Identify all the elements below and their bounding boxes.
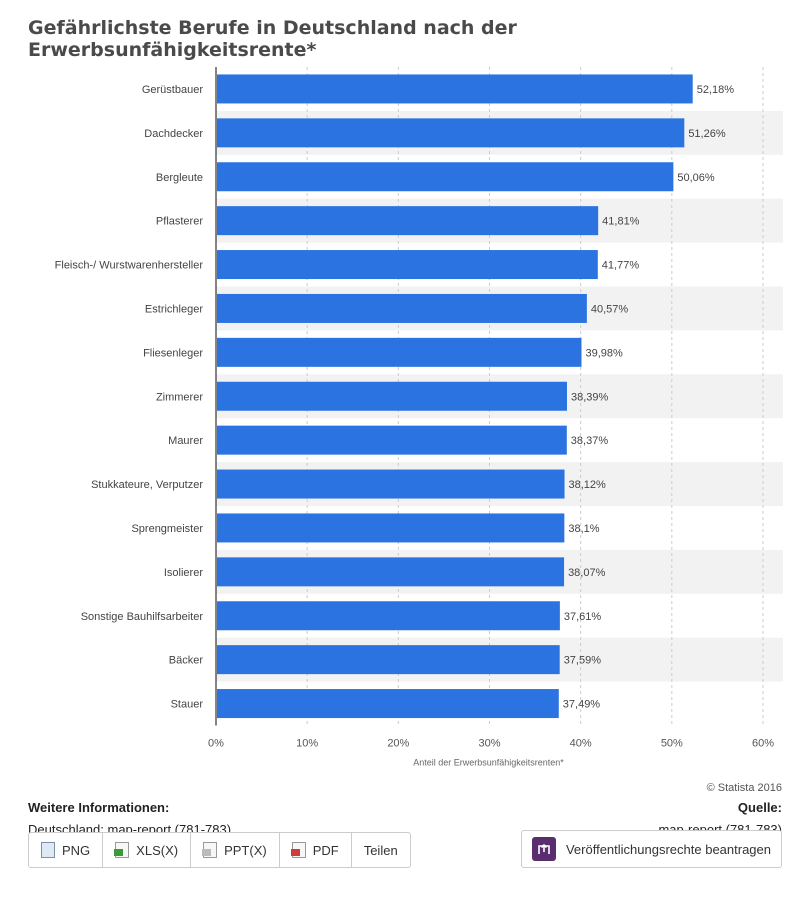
- category-label: Maurer: [168, 435, 203, 447]
- value-label: 38,37%: [571, 435, 609, 447]
- bar-chart: 0% 10% 20% 30% 40% 50% 60% Gerüstbauer 52,18% Dac…: [55, 67, 783, 768]
- bar: [217, 425, 567, 455]
- x-tick-label: 60%: [752, 738, 774, 750]
- category-label: Stukkateure, Verputzer: [91, 479, 203, 491]
- x-tick-label: 30%: [478, 738, 500, 750]
- category-label: Sprengmeister: [131, 523, 203, 535]
- bar: [217, 74, 693, 104]
- category-label: Estrichleger: [145, 303, 203, 315]
- pdf-label: PDF: [312, 842, 339, 858]
- xls-label: XLS(X): [136, 842, 179, 858]
- xls-file-icon: [114, 842, 130, 858]
- value-label: 41,77%: [602, 260, 640, 272]
- copyright: © Statista 2016: [706, 782, 782, 794]
- category-label: Dachdecker: [144, 128, 203, 140]
- category-label: Bäcker: [169, 655, 204, 667]
- value-label: 38,12%: [569, 479, 607, 491]
- share-label: Teilen: [363, 842, 398, 858]
- category-label: Isolierer: [164, 567, 203, 579]
- download-toolbar: PNG XLS(X) PPT(X) PDF Teilen: [28, 832, 411, 868]
- publication-rights-label: Veröffentlichungsrechte beantragen: [565, 841, 771, 857]
- value-label: 50,06%: [677, 172, 715, 184]
- category-label: Stauer: [171, 699, 204, 711]
- source-heading: Quelle:: [737, 800, 782, 815]
- pdf-file-icon: [290, 842, 306, 858]
- category-label: Pflasterer: [156, 216, 203, 228]
- value-label: 38,1%: [568, 523, 599, 535]
- bar: [217, 162, 674, 192]
- category-label: Bergleute: [156, 172, 203, 184]
- publication-rights-button[interactable]: Veröffentlichungsrechte beantragen: [520, 830, 782, 868]
- bar: [217, 689, 559, 719]
- x-tick-label: 40%: [570, 738, 592, 750]
- value-label: 37,59%: [564, 655, 602, 667]
- bar: [217, 118, 685, 148]
- bar: [217, 469, 565, 499]
- value-label: 37,61%: [564, 611, 602, 623]
- ppt-button[interactable]: PPT(X): [191, 833, 280, 867]
- value-label: 52,18%: [697, 84, 735, 96]
- png-label: PNG: [62, 842, 91, 858]
- bar: [217, 381, 567, 411]
- ppt-label: PPT(X): [224, 842, 267, 858]
- category-label: Fleisch-/ Wurstwarenhersteller: [55, 260, 204, 272]
- share-button[interactable]: Teilen: [352, 833, 410, 867]
- x-tick-label: 20%: [387, 738, 409, 750]
- category-label: Fliesenleger: [143, 347, 203, 359]
- x-tick-label: 50%: [661, 738, 683, 750]
- category-label: Zimmerer: [156, 391, 203, 403]
- value-label: 37,49%: [563, 699, 601, 711]
- value-label: 40,57%: [591, 303, 629, 315]
- info-heading: Weitere Informationen:: [28, 800, 170, 815]
- pdf-button[interactable]: PDF: [280, 833, 352, 867]
- value-label: 38,39%: [571, 391, 609, 403]
- bar: [217, 601, 560, 631]
- value-label: 38,07%: [568, 567, 606, 579]
- xls-button[interactable]: XLS(X): [103, 833, 192, 867]
- x-tick-label: 10%: [296, 738, 318, 750]
- value-label: 51,26%: [688, 128, 726, 140]
- category-label: Sonstige Bauhilfsarbeiter: [81, 611, 204, 623]
- bar: [217, 557, 565, 587]
- chart-title: Gefährlichste Berufe in Deutschland nach…: [28, 17, 517, 61]
- x-axis-label: Anteil der Erwerbsunfähigkeitsrenten*: [413, 758, 564, 768]
- bar: [217, 337, 582, 367]
- bar: [217, 293, 587, 323]
- png-button[interactable]: PNG: [29, 833, 104, 867]
- value-label: 41,81%: [602, 216, 640, 228]
- bar: [217, 513, 565, 543]
- bar: [217, 250, 598, 280]
- x-tick-label: 0%: [208, 738, 224, 750]
- png-file-icon: [41, 842, 55, 858]
- value-label: 39,98%: [585, 347, 623, 359]
- publication-rights-icon: [531, 837, 556, 861]
- bar: [217, 206, 599, 236]
- bar: [217, 645, 560, 675]
- ppt-file-icon: [202, 842, 218, 858]
- category-label: Gerüstbauer: [142, 84, 203, 96]
